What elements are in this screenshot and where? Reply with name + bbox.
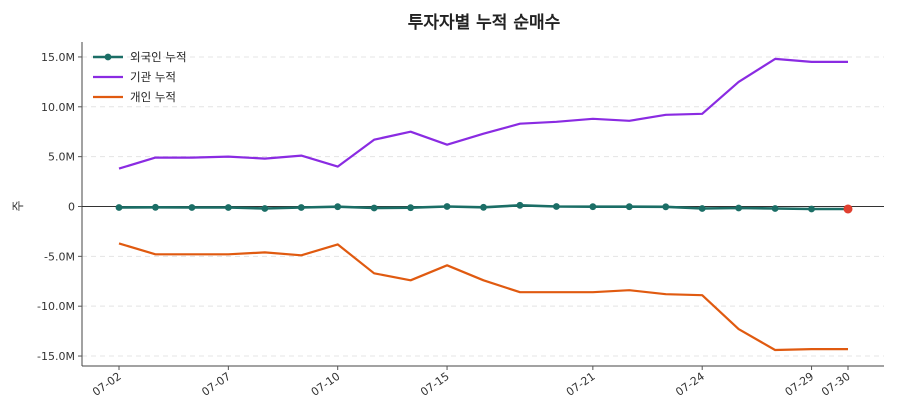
data-point bbox=[516, 201, 524, 209]
data-point bbox=[662, 203, 670, 211]
legend-label: 개인 누적 bbox=[130, 90, 176, 104]
data-point bbox=[407, 204, 414, 212]
y-tick-label: 10.0M bbox=[41, 101, 75, 114]
x-tick-label: 07-10 bbox=[309, 370, 343, 399]
legend-marker bbox=[104, 53, 112, 61]
x-tick-label: 07-02 bbox=[90, 370, 124, 399]
y-tick-label: -5.0M bbox=[44, 250, 75, 263]
y-axis-label: 주 bbox=[11, 200, 25, 211]
data-point bbox=[188, 204, 196, 211]
data-point bbox=[261, 205, 269, 212]
y-tick-label: 5.0M bbox=[48, 151, 75, 164]
series-lines bbox=[115, 57, 853, 352]
data-point bbox=[625, 203, 633, 211]
data-point bbox=[808, 205, 815, 213]
data-point bbox=[370, 204, 378, 212]
legend-label: 외국인 누적 bbox=[130, 50, 187, 64]
y-tick-label: 15.0M bbox=[41, 51, 75, 64]
y-tick-label: -15.0M bbox=[37, 350, 75, 363]
x-tick-label: 07-21 bbox=[564, 370, 598, 399]
data-point bbox=[334, 203, 342, 211]
data-point bbox=[480, 203, 487, 211]
x-tick-label: 07-24 bbox=[673, 370, 707, 399]
data-point bbox=[443, 203, 451, 210]
x-ticks: 07-02 07-07 07-10 07-15 07-21 07-24 07-29 07-30 bbox=[90, 366, 853, 399]
x-tick-label: 07-29 bbox=[783, 370, 817, 399]
legend-label: 기관 누적 bbox=[130, 70, 176, 84]
x-tick-label: 07-15 bbox=[418, 370, 452, 399]
series-line-2 bbox=[118, 57, 848, 170]
x-tick-label: 07-07 bbox=[199, 370, 233, 399]
y-tick-label: 0 bbox=[68, 200, 75, 213]
last-point-marker bbox=[843, 204, 853, 214]
y-tick-label: -10.0M bbox=[37, 300, 75, 313]
grid-lines bbox=[82, 56, 884, 357]
data-point bbox=[297, 204, 305, 211]
x-tick-label: 07-30 bbox=[819, 370, 853, 399]
data-point bbox=[224, 204, 232, 211]
data-point bbox=[589, 203, 597, 211]
data-point bbox=[771, 205, 779, 212]
chart-title: 투자자별 누적 순매수 bbox=[408, 13, 561, 33]
data-point bbox=[152, 203, 159, 211]
data-point bbox=[115, 204, 123, 211]
data-point bbox=[735, 204, 743, 212]
data-point bbox=[553, 203, 560, 210]
series-line-3 bbox=[118, 242, 848, 352]
y-ticks: 15.0M 10.0M 5.0M 0 -5.0M -10.0M -15.0M bbox=[37, 51, 82, 363]
data-point bbox=[698, 205, 706, 212]
